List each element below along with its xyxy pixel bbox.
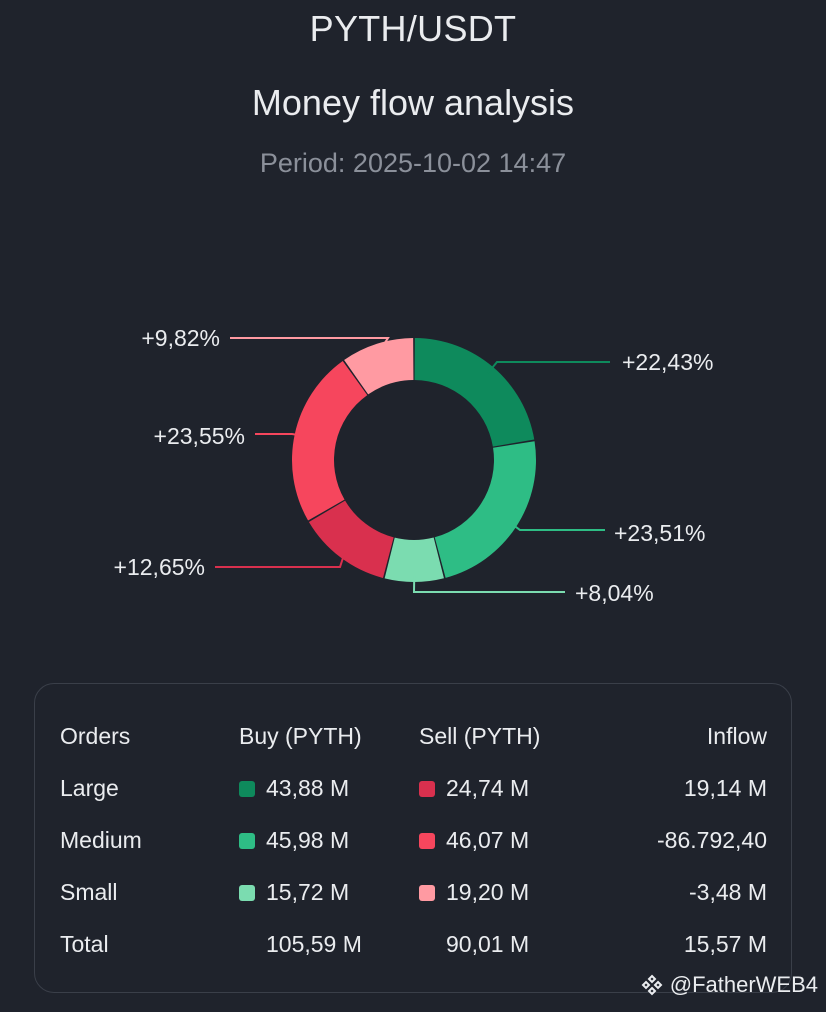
period-text: Period: 2025-10-02 14:47 bbox=[259, 148, 567, 178]
sell-value: 24,74 M bbox=[446, 775, 530, 801]
slice-label-medium-buy: +23,51% bbox=[614, 520, 705, 546]
donut-chart: +22,43% +23,51% +8,04% +12,65% +23,55% +9,82% bbox=[114, 325, 714, 606]
header-orders: Orders bbox=[60, 723, 131, 749]
sell-cell: 90,01 M bbox=[446, 931, 530, 957]
sell-cell: 19,20 M bbox=[419, 872, 529, 912]
orders-cell: Total bbox=[60, 931, 109, 957]
table-row-medium: Medium 45,98 M 46,07 M -86.792,40 bbox=[35, 820, 791, 860]
leader-line-medium-sell bbox=[255, 433, 303, 437]
orders-cell: Medium bbox=[60, 827, 142, 853]
buy-cell: 105,59 M bbox=[266, 931, 362, 957]
leader-line-large-buy bbox=[487, 361, 610, 374]
leader-line-medium-buy bbox=[508, 521, 605, 531]
inflow-cell: 19,14 M bbox=[683, 775, 767, 801]
donut-slice-small-sell bbox=[344, 338, 414, 395]
table-row-small: Small 15,72 M 19,20 M -3,48 M bbox=[35, 872, 791, 912]
header-buy: Buy (PYTH) bbox=[239, 723, 362, 749]
orders-cell: Large bbox=[60, 775, 119, 801]
inflow-cell: -86.792,40 bbox=[657, 827, 767, 853]
inflow-cell: 15,57 M bbox=[683, 931, 767, 957]
slice-label-large-buy: +22,43% bbox=[622, 349, 713, 375]
watermark: @FatherWEB4 bbox=[640, 972, 818, 998]
pair-title: PYTH/USDT bbox=[309, 8, 517, 49]
buy-cell: 15,72 M bbox=[239, 872, 349, 912]
sell-value: 46,07 M bbox=[446, 827, 530, 853]
watermark-text: @FatherWEB4 bbox=[669, 972, 818, 997]
header-sell: Sell (PYTH) bbox=[419, 723, 541, 749]
donut-slice-large-buy bbox=[414, 338, 535, 447]
inflow-cell: -3,48 M bbox=[689, 879, 767, 905]
donut-slice-medium-buy bbox=[434, 441, 536, 578]
donut-slice-large-sell bbox=[308, 500, 394, 578]
slice-label-large-sell: +12,65% bbox=[114, 554, 205, 580]
table-header-row: Orders Buy (PYTH) Sell (PYTH) Inflow bbox=[35, 716, 791, 756]
orders-cell: Small bbox=[60, 879, 118, 905]
leader-line-small-buy bbox=[412, 573, 565, 593]
binance-logo-icon bbox=[641, 974, 663, 996]
buy-value: 43,88 M bbox=[266, 775, 350, 801]
sell-cell: 24,74 M bbox=[419, 768, 529, 808]
sell-value: 19,20 M bbox=[446, 879, 530, 905]
buy-cell: 45,98 M bbox=[239, 820, 349, 860]
leader-line-small-sell bbox=[230, 337, 390, 352]
donut-slice-medium-sell bbox=[292, 360, 368, 521]
buy-large-swatch bbox=[239, 781, 255, 797]
page-title: Money flow analysis bbox=[251, 82, 575, 123]
table-row-large: Large 43,88 M 24,74 M 19,14 M bbox=[35, 768, 791, 808]
slice-label-small-buy: +8,04% bbox=[575, 580, 654, 606]
sell-medium-swatch bbox=[419, 833, 435, 849]
leader-line-large-sell bbox=[215, 550, 347, 568]
buy-medium-swatch bbox=[239, 833, 255, 849]
buy-value: 45,98 M bbox=[266, 827, 350, 853]
table-row-total: Total 105,59 M 90,01 M 15,57 M bbox=[35, 924, 791, 964]
sell-large-swatch bbox=[419, 781, 435, 797]
buy-cell: 43,88 M bbox=[239, 768, 349, 808]
orders-table: Orders Buy (PYTH) Sell (PYTH) Inflow Lar… bbox=[34, 683, 792, 993]
buy-small-swatch bbox=[239, 885, 255, 901]
slice-label-medium-sell: +23,55% bbox=[154, 423, 245, 449]
sell-small-swatch bbox=[419, 885, 435, 901]
header-inflow: Inflow bbox=[706, 723, 767, 749]
donut-slice-small-buy bbox=[384, 537, 444, 583]
sell-cell: 46,07 M bbox=[419, 820, 529, 860]
buy-value: 15,72 M bbox=[266, 879, 350, 905]
slice-label-small-sell: +9,82% bbox=[141, 325, 220, 351]
